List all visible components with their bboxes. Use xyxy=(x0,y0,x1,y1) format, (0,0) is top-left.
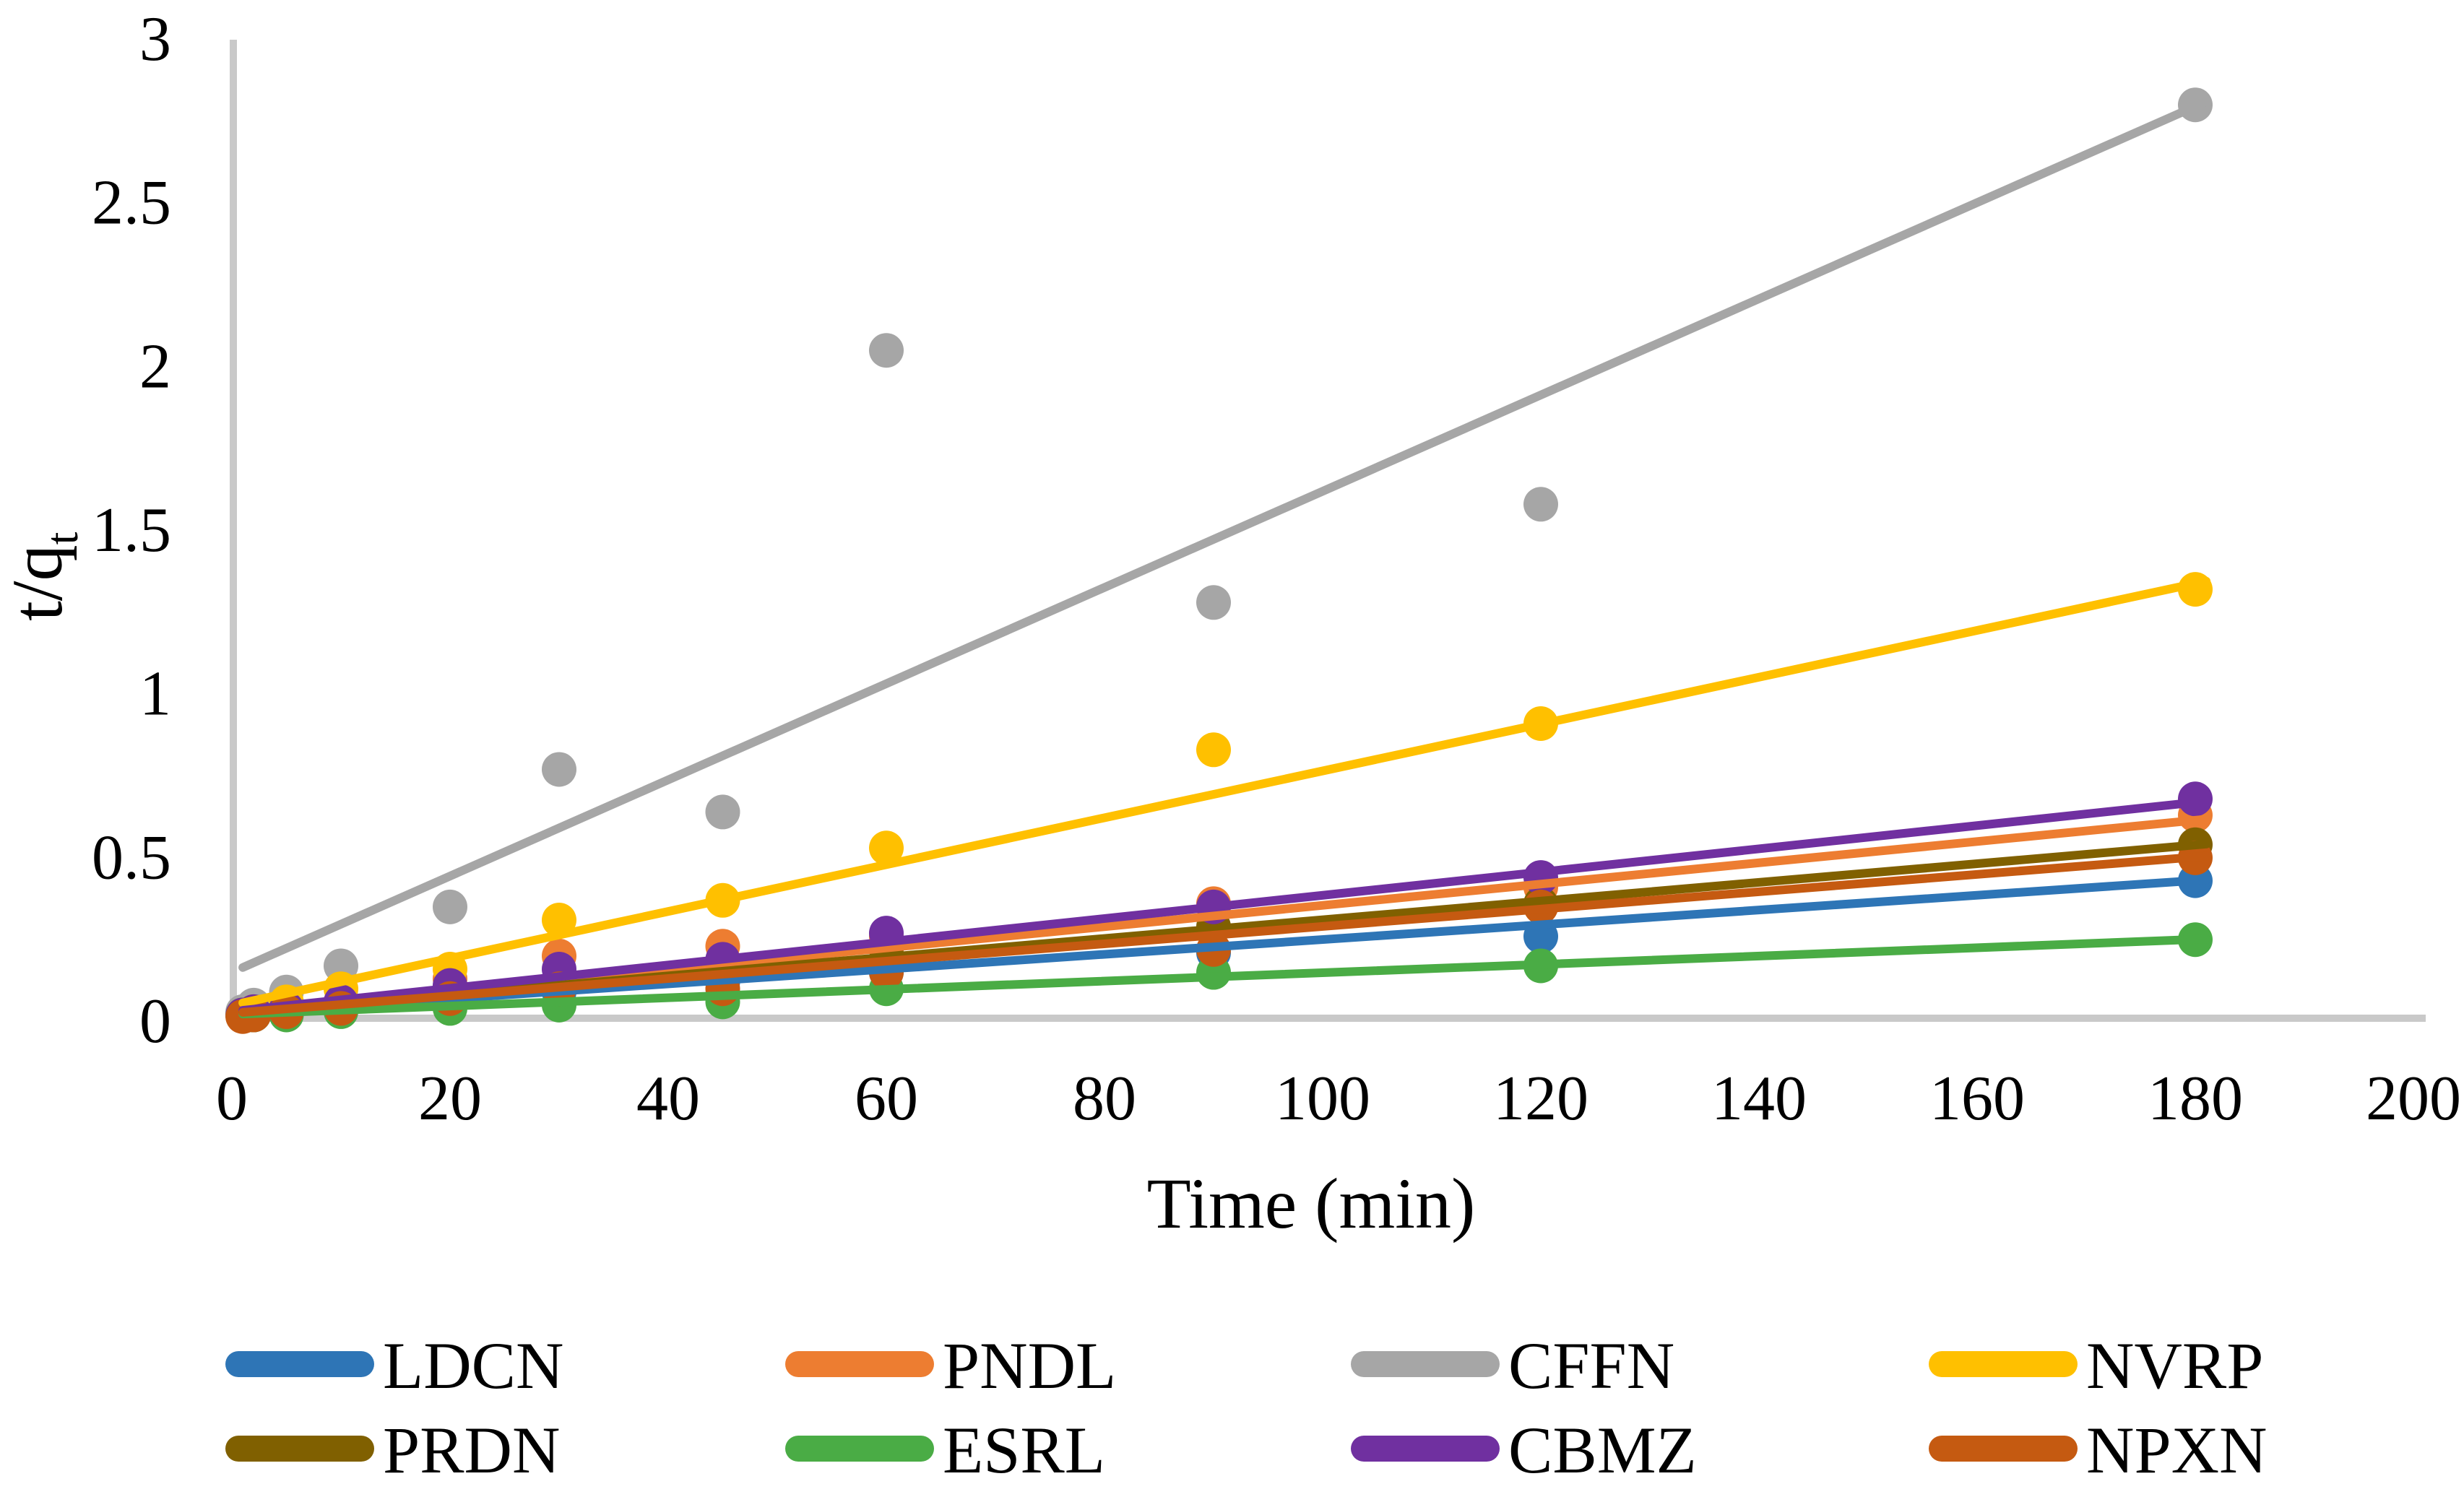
y-tick-label-2: 2 xyxy=(139,331,171,402)
legend-item-CFFN: CFFN xyxy=(1351,1329,1674,1402)
y-axis-title-text: t/qt xyxy=(0,531,87,621)
axis-tick-labels: 0 0.5 1 1.5 2 2.5 3 0 20 40 60 80 100 120 140 160 180 200 xyxy=(92,4,2461,1134)
x-tick-label-60: 60 xyxy=(855,1064,918,1134)
legend-label-ESRL: ESRL xyxy=(943,1413,1105,1487)
x-axis-title: Time (min) xyxy=(1147,1163,1476,1244)
CFFN-trendline xyxy=(238,97,2211,972)
y-tick-label-1: 1 xyxy=(139,659,171,729)
y-tick-label-3: 3 xyxy=(139,4,171,74)
CFFN-marker-30min xyxy=(542,752,576,787)
legend-label-PNDL: PNDL xyxy=(943,1329,1116,1402)
legend-label-NVRP: NVRP xyxy=(2086,1329,2263,1402)
NVRP-marker-60min xyxy=(869,830,904,866)
CFFN-marker-20min xyxy=(433,889,467,924)
legend: LDCN PNDL CFFN NVRP PRDN ESRL CBMZ NPXN xyxy=(225,1329,2267,1487)
x-tick-label-120: 120 xyxy=(1493,1064,1588,1134)
trendlines xyxy=(238,97,2211,1019)
y-tick-label-2.5: 2.5 xyxy=(92,168,171,238)
legend-item-ESRL: ESRL xyxy=(785,1413,1105,1487)
x-tick-label-200: 200 xyxy=(2366,1064,2461,1134)
CBMZ-trendline xyxy=(238,797,2211,1015)
legend-label-CBMZ: CBMZ xyxy=(1508,1413,1697,1487)
legend-item-PNDL: PNDL xyxy=(785,1329,1116,1402)
x-tick-label-80: 80 xyxy=(1073,1064,1136,1134)
CFFN-marker-60min xyxy=(869,333,904,368)
y-axis-title: t/qt xyxy=(0,531,87,621)
ESRL-trendline xyxy=(238,934,2211,1019)
NVRP-trendline xyxy=(238,576,2211,1007)
y-tick-label-0: 0 xyxy=(139,986,171,1056)
x-tick-label-40: 40 xyxy=(636,1064,700,1134)
NPXN-trendline xyxy=(238,851,2211,1017)
CFFN-marker-120min xyxy=(1523,487,1558,522)
legend-item-PRDN: PRDN xyxy=(225,1413,560,1487)
legend-item-NVRP: NVRP xyxy=(1929,1329,2263,1402)
x-tick-label-100: 100 xyxy=(1275,1064,1370,1134)
x-tick-label-180: 180 xyxy=(2148,1064,2243,1134)
legend-item-CBMZ: CBMZ xyxy=(1351,1413,1697,1487)
legend-label-NPXN: NPXN xyxy=(2086,1413,2267,1487)
x-tick-label-160: 160 xyxy=(1929,1064,2025,1134)
x-tick-label-140: 140 xyxy=(1711,1064,1807,1134)
CFFN-marker-45min xyxy=(705,794,740,830)
axes xyxy=(230,40,2426,1022)
CFFN-marker-90min xyxy=(1196,585,1231,620)
legend-item-NPXN: NPXN xyxy=(1929,1413,2267,1487)
y-tick-label-1.5: 1.5 xyxy=(92,495,171,565)
y-tick-label-0.5: 0.5 xyxy=(92,823,171,893)
x-tick-label-20: 20 xyxy=(418,1064,482,1134)
legend-label-CFFN: CFFN xyxy=(1508,1329,1674,1402)
legend-label-LDCN: LDCN xyxy=(383,1329,563,1402)
NVRP-marker-90min xyxy=(1196,732,1231,768)
legend-item-LDCN: LDCN xyxy=(225,1329,563,1402)
legend-label-PRDN: PRDN xyxy=(383,1413,560,1487)
x-tick-label-0: 0 xyxy=(216,1064,248,1134)
